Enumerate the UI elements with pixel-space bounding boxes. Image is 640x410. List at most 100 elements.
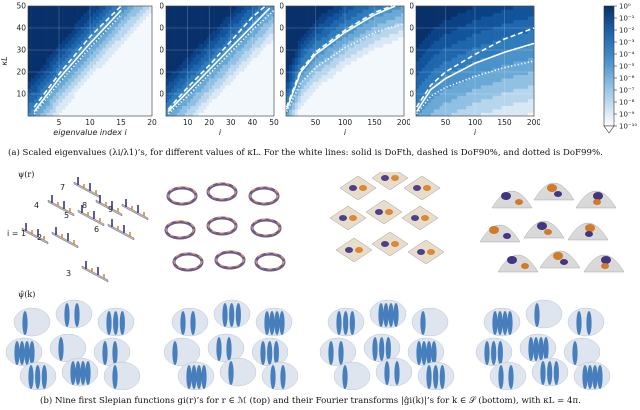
heatmap-cell — [288, 105, 293, 110]
heatmap-cell — [225, 26, 229, 31]
heatmap-cell — [52, 50, 57, 55]
heatmap-cell — [327, 19, 331, 24]
heatmap-cell — [504, 98, 508, 103]
heatmap-cell — [260, 36, 264, 41]
heatmap-cell — [65, 47, 69, 51]
heatmap-cell — [220, 47, 223, 51]
heatmap-cell — [268, 85, 272, 89]
heatmap-cell — [142, 47, 147, 51]
heatmap-cell — [117, 61, 122, 65]
heatmap-cell — [489, 57, 493, 62]
heatmap-cell — [386, 30, 390, 34]
heatmap-cell — [59, 64, 63, 69]
heatmap-cell — [392, 33, 396, 38]
heatmap-cell — [130, 36, 134, 41]
heatmap-cell — [225, 43, 229, 48]
heatmap-cell — [238, 91, 242, 96]
heatmap-cell — [142, 57, 147, 62]
heatmap-cell — [206, 33, 210, 38]
heatmap-cell — [127, 85, 131, 89]
heatmap-cell — [46, 61, 50, 65]
heatmap-cell — [260, 91, 264, 96]
heatmap-cell — [350, 81, 355, 86]
heatmap-cell — [386, 19, 390, 24]
heatmap-cell — [324, 78, 328, 82]
heatmap-cell — [345, 95, 349, 100]
heatmap-cell — [300, 88, 304, 93]
heatmap-cell — [83, 61, 88, 65]
heatmap-cell — [268, 19, 272, 24]
heatmap-cell — [198, 40, 202, 45]
heatmap-cell — [451, 105, 455, 110]
heatmap-cell — [318, 109, 322, 113]
heatmap-cell — [362, 33, 366, 38]
heatmap-cell — [121, 67, 125, 72]
heatmap-cell — [193, 23, 196, 27]
heatmap-cell — [121, 33, 125, 38]
heatmap-cell — [401, 64, 405, 69]
heatmap-cell — [55, 88, 60, 93]
heatmap-cell — [418, 81, 423, 86]
heatmap-cell — [353, 50, 358, 55]
heatmap-cell — [342, 105, 346, 110]
heatmap-cell — [433, 26, 437, 31]
heatmap-cell — [504, 9, 508, 14]
x-tick-label: 200 — [397, 118, 410, 127]
heatmap-cell — [77, 43, 81, 48]
heatmap-cell — [374, 23, 378, 27]
heatmap-cell — [398, 64, 402, 69]
heatmap-cell — [353, 78, 358, 82]
heatmap-cell — [217, 50, 221, 55]
heatmap-cell — [457, 9, 461, 14]
heatmap-cell — [291, 40, 296, 45]
heatmap-cell — [327, 109, 331, 113]
heatmap-cell — [102, 85, 106, 89]
heatmap-cell — [356, 57, 361, 62]
heatmap-cell — [430, 43, 434, 48]
heatmap-cell — [49, 95, 54, 100]
series-line-dashed — [285, 5, 393, 108]
heatmap-cell — [398, 12, 402, 17]
heatmap-cell — [136, 88, 140, 93]
heatmap-cell — [187, 78, 191, 82]
heatmap-cell — [244, 85, 248, 89]
heatmap-cell — [510, 23, 514, 27]
heatmap-cell — [77, 57, 81, 62]
heatmap-cell — [111, 67, 116, 72]
heatmap-cell — [195, 40, 199, 45]
heatmap-cell — [395, 40, 399, 45]
heatmap-cell — [93, 12, 97, 17]
heatmap-cell — [424, 47, 429, 51]
heatmap-cell — [187, 26, 191, 31]
heatmap-cell — [168, 40, 172, 45]
heatmap-cell — [176, 57, 180, 62]
heatmap-cell — [209, 91, 213, 96]
heatmap-cell — [142, 95, 147, 100]
heatmap-cell — [483, 23, 488, 27]
heatmap-cell — [90, 12, 94, 17]
heatmap-cell — [148, 50, 153, 55]
heatmap-cell — [297, 47, 302, 51]
heatmap-cell — [198, 36, 202, 41]
heatmap-cell — [336, 54, 340, 58]
heatmap-cell — [312, 9, 316, 14]
heatmap-cell — [392, 43, 396, 48]
heatmap-cell — [136, 19, 140, 24]
heatmap-cell — [171, 19, 175, 24]
heatmap-cell — [176, 19, 180, 24]
heatmap-cell — [34, 33, 38, 38]
heatmap-cell — [65, 78, 69, 82]
heatmap-cell — [392, 85, 396, 89]
heatmap-cell — [193, 43, 196, 48]
heatmap-chart-2: 10203040501020304050i — [160, 2, 279, 138]
heatmap-cell — [454, 91, 458, 96]
heatmap-cell — [265, 102, 269, 106]
heatmap-cell — [286, 64, 290, 69]
heatmap-cell — [463, 105, 467, 110]
heatmap-cell — [457, 71, 461, 76]
heatmap-cell — [124, 50, 128, 55]
heatmap-cell — [255, 61, 259, 65]
heatmap-cell — [198, 105, 202, 110]
heatmap-cell — [312, 33, 316, 38]
heatmap-cell — [492, 91, 496, 96]
